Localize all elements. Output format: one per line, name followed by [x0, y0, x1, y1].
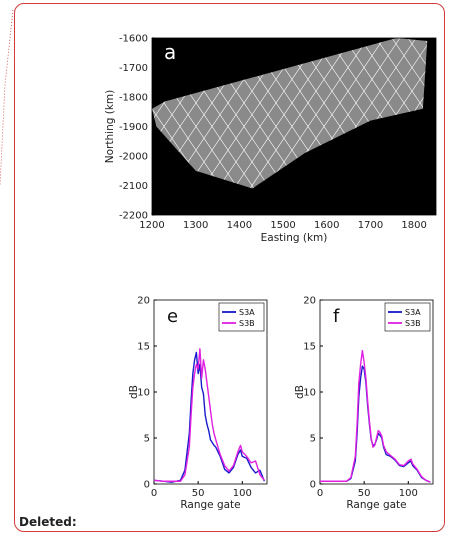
y-tick-label: -2000	[119, 152, 148, 163]
x-tick-label: 50	[358, 488, 371, 499]
y-axis-label: dB	[128, 385, 140, 399]
x-tick-label: 1700	[358, 220, 383, 231]
panel-label: e	[167, 306, 178, 327]
series-line-s3b	[320, 349, 431, 483]
y-axis-label: Northing (km)	[104, 90, 116, 163]
y-tick-label: -2100	[119, 181, 148, 192]
connector-line	[0, 10, 14, 185]
y-axis-label: dB	[294, 385, 306, 399]
x-tick-label: 100	[233, 488, 252, 499]
track-line	[440, 38, 445, 215]
x-tick-label: 1500	[270, 220, 295, 231]
series-line-s3b	[153, 348, 265, 482]
track-line	[391, 38, 428, 189]
y-tick-label: 0	[310, 480, 316, 491]
y-tick-label: 15	[303, 342, 316, 353]
deleted-label: Deleted:	[19, 515, 77, 529]
panel-label: f	[333, 306, 340, 327]
x-tick-label: 1300	[183, 220, 208, 231]
chart-panel-e: 0 50 100 0 5 10 15 20 Range gate dB e S3A S3B	[128, 296, 268, 511]
legend-box	[384, 302, 431, 332]
panel-label: a	[164, 40, 176, 64]
x-axis-label: Easting (km)	[261, 232, 328, 244]
y-tick-label: -1700	[119, 63, 148, 74]
y-tick-label: 20	[303, 296, 316, 307]
y-tick-label: 5	[144, 434, 150, 445]
y-tick-label: 20	[137, 296, 150, 307]
track-line	[440, 38, 445, 215]
y-tick-label: 15	[137, 342, 150, 353]
x-tick-label: 0	[317, 488, 323, 499]
y-tick-label: 5	[310, 434, 316, 445]
y-tick-label: 10	[303, 388, 316, 399]
x-tick-label: 1600	[314, 220, 339, 231]
legend-label: S3A	[239, 308, 255, 317]
map-panel-a: 1200 1300 1400 1500 1600 1700 1800 -1600 -1700 -1…	[104, 34, 445, 244]
x-tick-label: 0	[151, 488, 157, 499]
y-tick-label: -2200	[119, 211, 148, 222]
x-tick-label: 50	[192, 488, 205, 499]
x-tick-label: 1400	[227, 220, 252, 231]
y-tick-label: -1900	[119, 122, 148, 133]
y-tick-label: 10	[137, 388, 150, 399]
legend-label: S3B	[405, 319, 421, 328]
track-line	[375, 38, 428, 189]
legend-label: S3B	[239, 319, 255, 328]
annotation-frame	[14, 3, 445, 532]
x-tick-label: 1200	[139, 220, 164, 231]
x-axis-label: Range gate	[180, 499, 240, 511]
y-tick-label: -1800	[119, 93, 148, 104]
legend-box	[218, 302, 265, 332]
legend-label: S3A	[405, 308, 421, 317]
chart-panel-f: 0 50 100 0 5 10 15 20 Range gate dB f S3A S3B	[294, 296, 434, 511]
series-line-s3a	[153, 351, 266, 483]
x-tick-label: 1800	[401, 220, 426, 231]
x-tick-label: 100	[399, 488, 418, 499]
y-tick-label: 0	[144, 480, 150, 491]
x-axis-label: Range gate	[346, 499, 406, 511]
y-tick-label: -1600	[119, 34, 148, 45]
